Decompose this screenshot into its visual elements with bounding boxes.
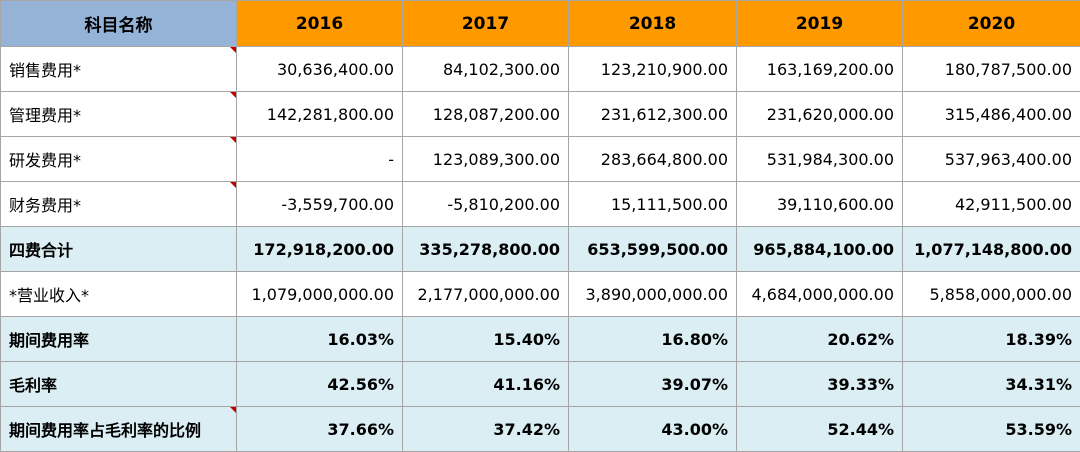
value-cell[interactable]: -	[237, 137, 403, 182]
row-label-cell[interactable]: 财务费用*	[1, 182, 237, 227]
value-cell[interactable]: 2,177,000,000.00	[403, 272, 569, 317]
table-row: 期间费用率 16.03% 15.40% 16.80% 20.62% 18.39%	[1, 317, 1080, 362]
value-cell[interactable]: 15,111,500.00	[569, 182, 737, 227]
value-cell[interactable]: 41.16%	[403, 362, 569, 407]
value-cell[interactable]: 43.00%	[569, 407, 737, 452]
value-cell[interactable]: 315,486,400.00	[903, 92, 1080, 137]
table-row: 管理费用* 142,281,800.00 128,087,200.00 231,…	[1, 92, 1080, 137]
value-cell[interactable]: 39.33%	[737, 362, 903, 407]
table-row: 四费合计 172,918,200.00 335,278,800.00 653,5…	[1, 227, 1080, 272]
value-cell[interactable]: 39.07%	[569, 362, 737, 407]
value-cell[interactable]: 180,787,500.00	[903, 47, 1080, 92]
header-cell-year[interactable]: 2018	[569, 1, 737, 47]
value-cell[interactable]: 30,636,400.00	[237, 47, 403, 92]
table-row: 研发费用* - 123,089,300.00 283,664,800.00 53…	[1, 137, 1080, 182]
row-label-cell[interactable]: 研发费用*	[1, 137, 237, 182]
value-cell[interactable]: 653,599,500.00	[569, 227, 737, 272]
value-cell[interactable]: -3,559,700.00	[237, 182, 403, 227]
value-cell[interactable]: -5,810,200.00	[403, 182, 569, 227]
row-label-cell[interactable]: 管理费用*	[1, 92, 237, 137]
value-cell[interactable]: 965,884,100.00	[737, 227, 903, 272]
table-row: *营业收入* 1,079,000,000.00 2,177,000,000.00…	[1, 272, 1080, 317]
value-cell[interactable]: 123,210,900.00	[569, 47, 737, 92]
value-cell[interactable]: 5,858,000,000.00	[903, 272, 1080, 317]
value-cell[interactable]: 37.42%	[403, 407, 569, 452]
value-cell[interactable]: 84,102,300.00	[403, 47, 569, 92]
value-cell[interactable]: 231,620,000.00	[737, 92, 903, 137]
value-cell[interactable]: 3,890,000,000.00	[569, 272, 737, 317]
value-cell[interactable]: 39,110,600.00	[737, 182, 903, 227]
value-cell[interactable]: 4,684,000,000.00	[737, 272, 903, 317]
value-cell[interactable]: 163,169,200.00	[737, 47, 903, 92]
value-cell[interactable]: 37.66%	[237, 407, 403, 452]
header-cell-name[interactable]: 科目名称	[1, 1, 237, 47]
value-cell[interactable]: 53.59%	[903, 407, 1080, 452]
header-cell-year[interactable]: 2016	[237, 1, 403, 47]
row-label-cell[interactable]: 销售费用*	[1, 47, 237, 92]
value-cell[interactable]: 128,087,200.00	[403, 92, 569, 137]
value-cell[interactable]: 531,984,300.00	[737, 137, 903, 182]
value-cell[interactable]: 231,612,300.00	[569, 92, 737, 137]
value-cell[interactable]: 123,089,300.00	[403, 137, 569, 182]
value-cell[interactable]: 34.31%	[903, 362, 1080, 407]
value-cell[interactable]: 335,278,800.00	[403, 227, 569, 272]
value-cell[interactable]: 42.56%	[237, 362, 403, 407]
value-cell[interactable]: 16.03%	[237, 317, 403, 362]
row-label-cell[interactable]: 毛利率	[1, 362, 237, 407]
table-row: 财务费用* -3,559,700.00 -5,810,200.00 15,111…	[1, 182, 1080, 227]
row-label-cell[interactable]: 期间费用率	[1, 317, 237, 362]
value-cell[interactable]: 20.62%	[737, 317, 903, 362]
value-cell[interactable]: 537,963,400.00	[903, 137, 1080, 182]
value-cell[interactable]: 1,079,000,000.00	[237, 272, 403, 317]
row-label-cell[interactable]: *营业收入*	[1, 272, 237, 317]
value-cell[interactable]: 15.40%	[403, 317, 569, 362]
table-row: 销售费用* 30,636,400.00 84,102,300.00 123,21…	[1, 47, 1080, 92]
value-cell[interactable]: 42,911,500.00	[903, 182, 1080, 227]
header-cell-year[interactable]: 2019	[737, 1, 903, 47]
row-label-cell[interactable]: 四费合计	[1, 227, 237, 272]
table-row: 期间费用率占毛利率的比例 37.66% 37.42% 43.00% 52.44%…	[1, 407, 1080, 452]
header-cell-year[interactable]: 2017	[403, 1, 569, 47]
value-cell[interactable]: 142,281,800.00	[237, 92, 403, 137]
header-cell-year[interactable]: 2020	[903, 1, 1080, 47]
header-row: 科目名称 2016 2017 2018 2019 2020	[1, 1, 1080, 47]
value-cell[interactable]: 283,664,800.00	[569, 137, 737, 182]
row-label-cell[interactable]: 期间费用率占毛利率的比例	[1, 407, 237, 452]
value-cell[interactable]: 172,918,200.00	[237, 227, 403, 272]
value-cell[interactable]: 1,077,148,800.00	[903, 227, 1080, 272]
table-row: 毛利率 42.56% 41.16% 39.07% 39.33% 34.31%	[1, 362, 1080, 407]
value-cell[interactable]: 16.80%	[569, 317, 737, 362]
value-cell[interactable]: 52.44%	[737, 407, 903, 452]
value-cell[interactable]: 18.39%	[903, 317, 1080, 362]
